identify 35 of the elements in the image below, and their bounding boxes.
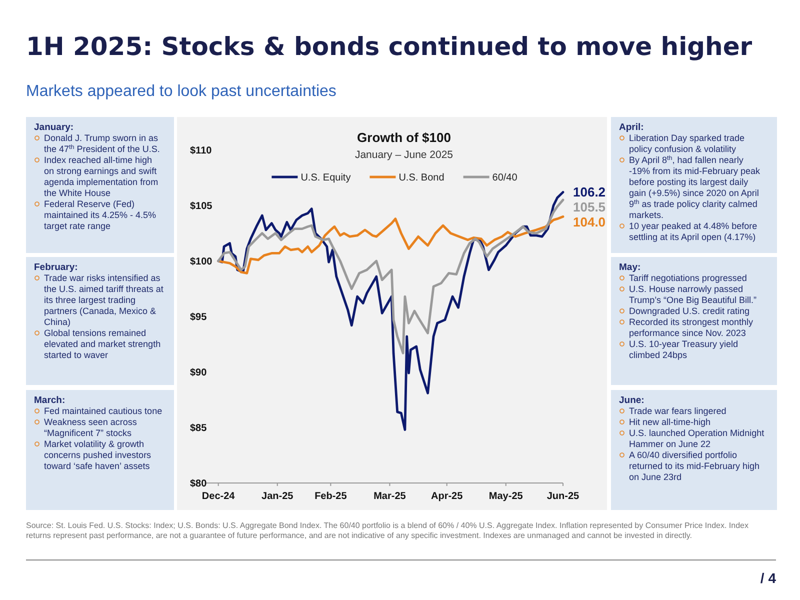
x-tick-label: Dec-24 [202, 491, 236, 502]
annotation: 105.5 [573, 200, 606, 215]
text: January: Donald J. Trump sworn in as the 47$^{th}$ President of the U.S. Index reached all-time high on strong earnings and swift agenda implementation from the White House Federal Reserve (Fed) maintained its 4.25% - 4.5% target rate range [34, 122, 160, 231]
text: April: Liberation Day sparked trade policy confusion & volatility By April 8$^{th}$, had fallen nearly -19% from its mid-February peak before posting its largest daily gain (+9.5%) since 2020 on April 9$^{th}$ as trade policy clarity calmed markets. 10 year peaked at 4.48% before settling at its April open (4.17%) [619, 122, 760, 242]
text: February: Trade war risks intensified as the U.S. aimed tariff threats at its three largest trading partners (Canada, Mexico & China) Global tensions remained elevated and market strength started to waver [34, 262, 164, 360]
x-tick-label: Jan-25 [262, 491, 294, 502]
annotation: 106.2 [573, 184, 606, 200]
chart-title: Growth of $100 [357, 130, 451, 145]
text: June: Trade war fears lingered Hit new all-time-high U.S. launched Operation Midnight Hammer on June 22 A 60/40 diversified portfolio returned to its mid-February high on June 23rd [619, 395, 765, 482]
text: / 4 [760, 570, 776, 586]
x-tick-label: Jun-25 [546, 491, 580, 502]
text: Markets appeared to look past uncertainties [26, 83, 336, 100]
text: 1H 2025: Stocks & bonds continued to move higher [26, 32, 753, 61]
x-tick-label: Apr-25 [430, 491, 464, 502]
x-tick-label: Feb-25 [314, 491, 348, 502]
y-tick-label: $80 [190, 478, 208, 490]
text: May: Tariff negotiations progressed U.S. House narrowly passed Trump’s “One Big Beautiful Bill.” Downgraded U.S. credit rating Recorded its strongest monthly performance since Nov. 2023 U.S. 10-year Treasury yield climbed 24bps [619, 262, 757, 360]
x-tick-label: May-25 [488, 491, 524, 502]
chart-subtitle: January – June 2025 [354, 149, 454, 161]
text: March: Fed maintained cautious tone Weakness seen across “Magnificent 7” stocks Market volatility & growth concerns pushed investors toward ‘safe haven’ assets [34, 395, 162, 471]
y-tick-label: $90 [190, 368, 208, 378]
legend-label: U.S. Bond [398, 172, 444, 184]
legend-label: 60/40 [492, 172, 518, 184]
y-tick-label: $100 [190, 256, 213, 268]
y-tick-label: $85 [190, 423, 208, 434]
y-tick-label: $110 [190, 146, 212, 156]
line-series [217, 215, 564, 274]
y-tick-label: $95 [190, 312, 208, 323]
line-series [217, 190, 564, 431]
legend-label: U.S. Equity [300, 172, 351, 184]
source-note: Source: St. Louis Fed. U.S. Stocks: Index; U.S. Bonds: U.S. Aggregate Bond Index. The 60/40 portfolio is a blend of 60% / 40% U.S. Aggregate Index. Inflation represented by Consumer Price Index. Index returns represent past performance, are not a guarantee of future performance, and are not indicative of any specific investment. Indexes are unmanaged and cannot be invested in directly. [26, 521, 748, 540]
x-tick-label: Mar-25 [374, 491, 406, 502]
line-series [217, 198, 564, 354]
y-tick-label: $105 [190, 201, 213, 212]
annotation: 104.0 [573, 214, 606, 230]
